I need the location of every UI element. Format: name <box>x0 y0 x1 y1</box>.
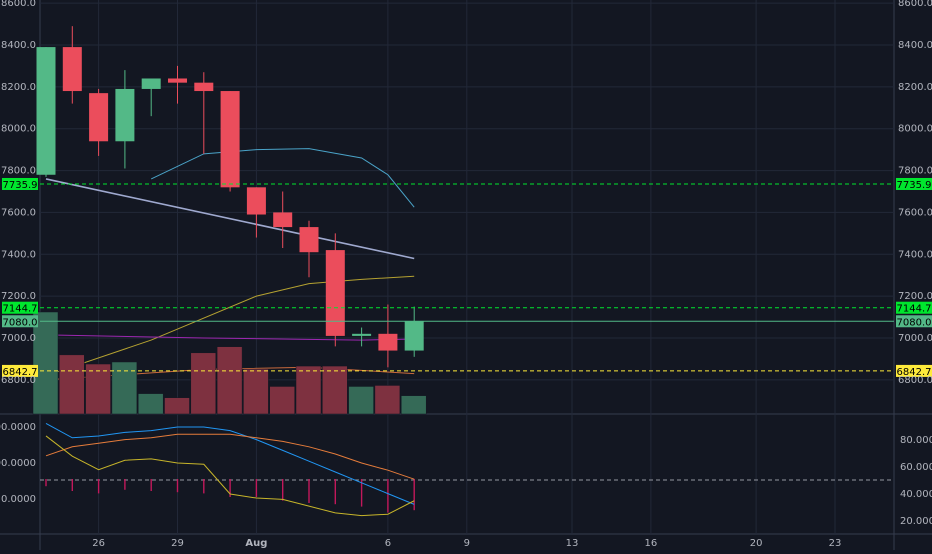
candle-body <box>141 78 161 89</box>
price-tick-label-left: 7000.0 <box>1 333 36 344</box>
date-tick-label: 26 <box>92 538 105 549</box>
date-tick-label: Aug <box>245 538 267 549</box>
overlay-line <box>45 178 415 260</box>
volume-bar <box>137 393 164 415</box>
price-tick-label-left: 8400.0 <box>1 40 36 51</box>
price-level-label-left: 6842.7 <box>3 367 38 378</box>
candle-body <box>378 333 398 351</box>
price-level-label-right: 7144.7 <box>897 304 932 315</box>
price-level-tag-left <box>2 177 38 190</box>
volume-bar <box>164 397 190 415</box>
price-level-label-right: 7080.0 <box>897 317 932 328</box>
date-tick-label: 13 <box>566 538 579 549</box>
volume-bar <box>111 361 138 415</box>
price-tick-label-left: 8200.0 <box>1 82 36 93</box>
price-tick-label-right: 7000.0 <box>898 333 932 344</box>
price-level-tag-left <box>2 364 38 377</box>
volume-bar <box>85 363 111 415</box>
candle-body <box>220 91 240 188</box>
candle-body <box>62 47 82 92</box>
candle-body <box>352 333 372 336</box>
price-tick-label-left: 8000.0 <box>1 124 36 135</box>
date-tick-label: 20 <box>750 538 763 549</box>
volume-bar <box>295 365 322 415</box>
price-tick-label-right: 7200.0 <box>898 291 932 302</box>
volume-bar <box>400 395 427 415</box>
price-level-tag-right <box>896 315 932 328</box>
price-tick-label-right: 6800.0 <box>898 375 932 386</box>
indicator-pane[interactable]: 400.0000 200.0000 0.0000 80.0000 60.0000 40.0… <box>0 422 932 527</box>
date-tick-label: 23 <box>829 538 842 549</box>
volume-bar <box>216 346 243 415</box>
price-tick-label-right: 7600.0 <box>898 207 932 218</box>
price-level-tag-left <box>2 301 38 314</box>
price-level-tag-right <box>896 364 932 377</box>
date-tick-label: 9 <box>464 538 470 549</box>
candle-body <box>299 227 319 253</box>
price-tick-label-right: 8000.0 <box>898 124 932 135</box>
price-levels[interactable]: 7735.9 7735.9 7144.7 7144.7 7080.0 7080.0 6842… <box>2 177 932 378</box>
indicator-tick-label-left: 0.0000 <box>1 494 36 505</box>
price-tick-label-left: 7400.0 <box>1 249 36 260</box>
candlesticks[interactable] <box>36 26 424 368</box>
signal-line <box>45 433 415 480</box>
price-tick-label-right: 8400.0 <box>898 40 932 51</box>
indicator-tick-label-right: 20.0000 <box>900 516 932 527</box>
date-tick-label: 6 <box>385 538 391 549</box>
indicator-tick-label-right: 80.0000 <box>900 435 932 446</box>
volume-bar <box>374 385 401 415</box>
candle-body <box>168 78 187 83</box>
date-tick-label: 16 <box>645 538 658 549</box>
candle-body <box>89 93 109 142</box>
price-level-tag-right <box>896 301 932 314</box>
candle-body <box>273 212 293 228</box>
candle-body <box>194 82 214 92</box>
price-tick-label-left: 8600.0 <box>1 0 36 9</box>
overlay-line <box>45 275 415 377</box>
price-tick-label-right: 7400.0 <box>898 249 932 260</box>
candle-body <box>36 47 56 175</box>
volume-bar <box>322 365 348 415</box>
volume-bar <box>32 311 59 415</box>
price-tick-label-right: 8600.0 <box>898 0 932 9</box>
price-tick-label-right: 7800.0 <box>898 166 932 177</box>
rsi-line <box>45 435 415 517</box>
macd-line <box>45 422 415 505</box>
volume-bars <box>32 311 427 415</box>
indicator-tick-label-left: 200.0000 <box>0 458 36 469</box>
price-level-label-left: 7144.7 <box>3 304 38 315</box>
indicator-tick-label-right: 60.0000 <box>900 462 932 473</box>
price-level-label-left: 7080.0 <box>3 317 38 328</box>
price-level-label-right: 7735.9 <box>897 180 932 191</box>
date-tick-label: 29 <box>171 538 184 549</box>
candle-body <box>404 321 424 351</box>
volume-bar <box>190 352 217 415</box>
volume-bar <box>243 368 269 415</box>
candle-body <box>115 88 135 142</box>
price-tick-label-right: 8200.0 <box>898 82 932 93</box>
price-level-tag-right <box>896 177 932 190</box>
price-tick-label-left: 7600.0 <box>1 207 36 218</box>
price-level-label-left: 7735.9 <box>3 180 38 191</box>
volume-bar <box>59 354 85 415</box>
volume-bar <box>269 386 295 415</box>
price-level-label-right: 6842.7 <box>897 367 932 378</box>
price-tick-label-left: 7200.0 <box>1 291 36 302</box>
price-tick-label-left: 6800.0 <box>1 375 36 386</box>
price-tick-label-left: 7800.0 <box>1 166 36 177</box>
price-level-tag-left <box>2 315 38 328</box>
candle-body <box>325 250 345 336</box>
candle-body <box>246 187 266 215</box>
indicator-tick-label-right: 40.0000 <box>900 489 932 500</box>
volume-bar <box>348 386 374 415</box>
indicator-tick-label-left: 400.0000 <box>0 422 36 433</box>
